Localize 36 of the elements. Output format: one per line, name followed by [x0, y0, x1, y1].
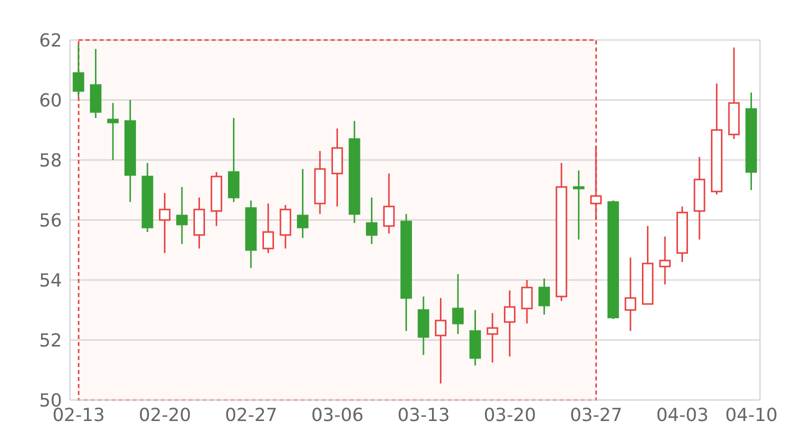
candlestick: [418, 296, 430, 356]
candlestick: [694, 156, 706, 240]
candlestick: [572, 170, 584, 240]
candlestick: [624, 256, 636, 332]
candlestick: [434, 297, 446, 384]
candlestick: [590, 146, 602, 221]
y-tick-label: 52: [39, 330, 62, 352]
x-tick-label: 03-20: [484, 404, 536, 426]
y-tick-label: 60: [39, 90, 62, 112]
candlestick: [176, 186, 188, 245]
x-tick-label: 04-10: [725, 404, 778, 426]
y-tick-label: 56: [39, 210, 62, 232]
candlestick: [745, 92, 757, 191]
candlestick: [158, 192, 170, 254]
x-tick-label: 03-13: [397, 404, 450, 426]
x-tick-label: 04-03: [656, 404, 709, 426]
candlestick: [314, 150, 326, 215]
candlestick: [296, 168, 308, 239]
candlestick: [193, 196, 205, 250]
candlestick: [659, 236, 671, 286]
candlestick: [107, 102, 119, 161]
x-tick-label: 02-27: [224, 404, 278, 426]
x-tick-label: 03-27: [570, 404, 622, 426]
candlestick: [400, 213, 412, 332]
candlestick: [521, 279, 533, 324]
x-tick-label: 03-06: [311, 404, 364, 426]
candlestick: [486, 312, 498, 364]
candlestick: [245, 200, 257, 269]
y-tick-label: 58: [39, 150, 62, 172]
candlestick: [504, 290, 516, 358]
x-tick-label: 02-20: [138, 404, 192, 426]
candlestick: [331, 128, 343, 208]
y-tick-label: 62: [39, 30, 62, 52]
candlestick: [124, 99, 136, 203]
candlestick: [452, 273, 464, 335]
y-tick-label: 54: [39, 270, 62, 292]
